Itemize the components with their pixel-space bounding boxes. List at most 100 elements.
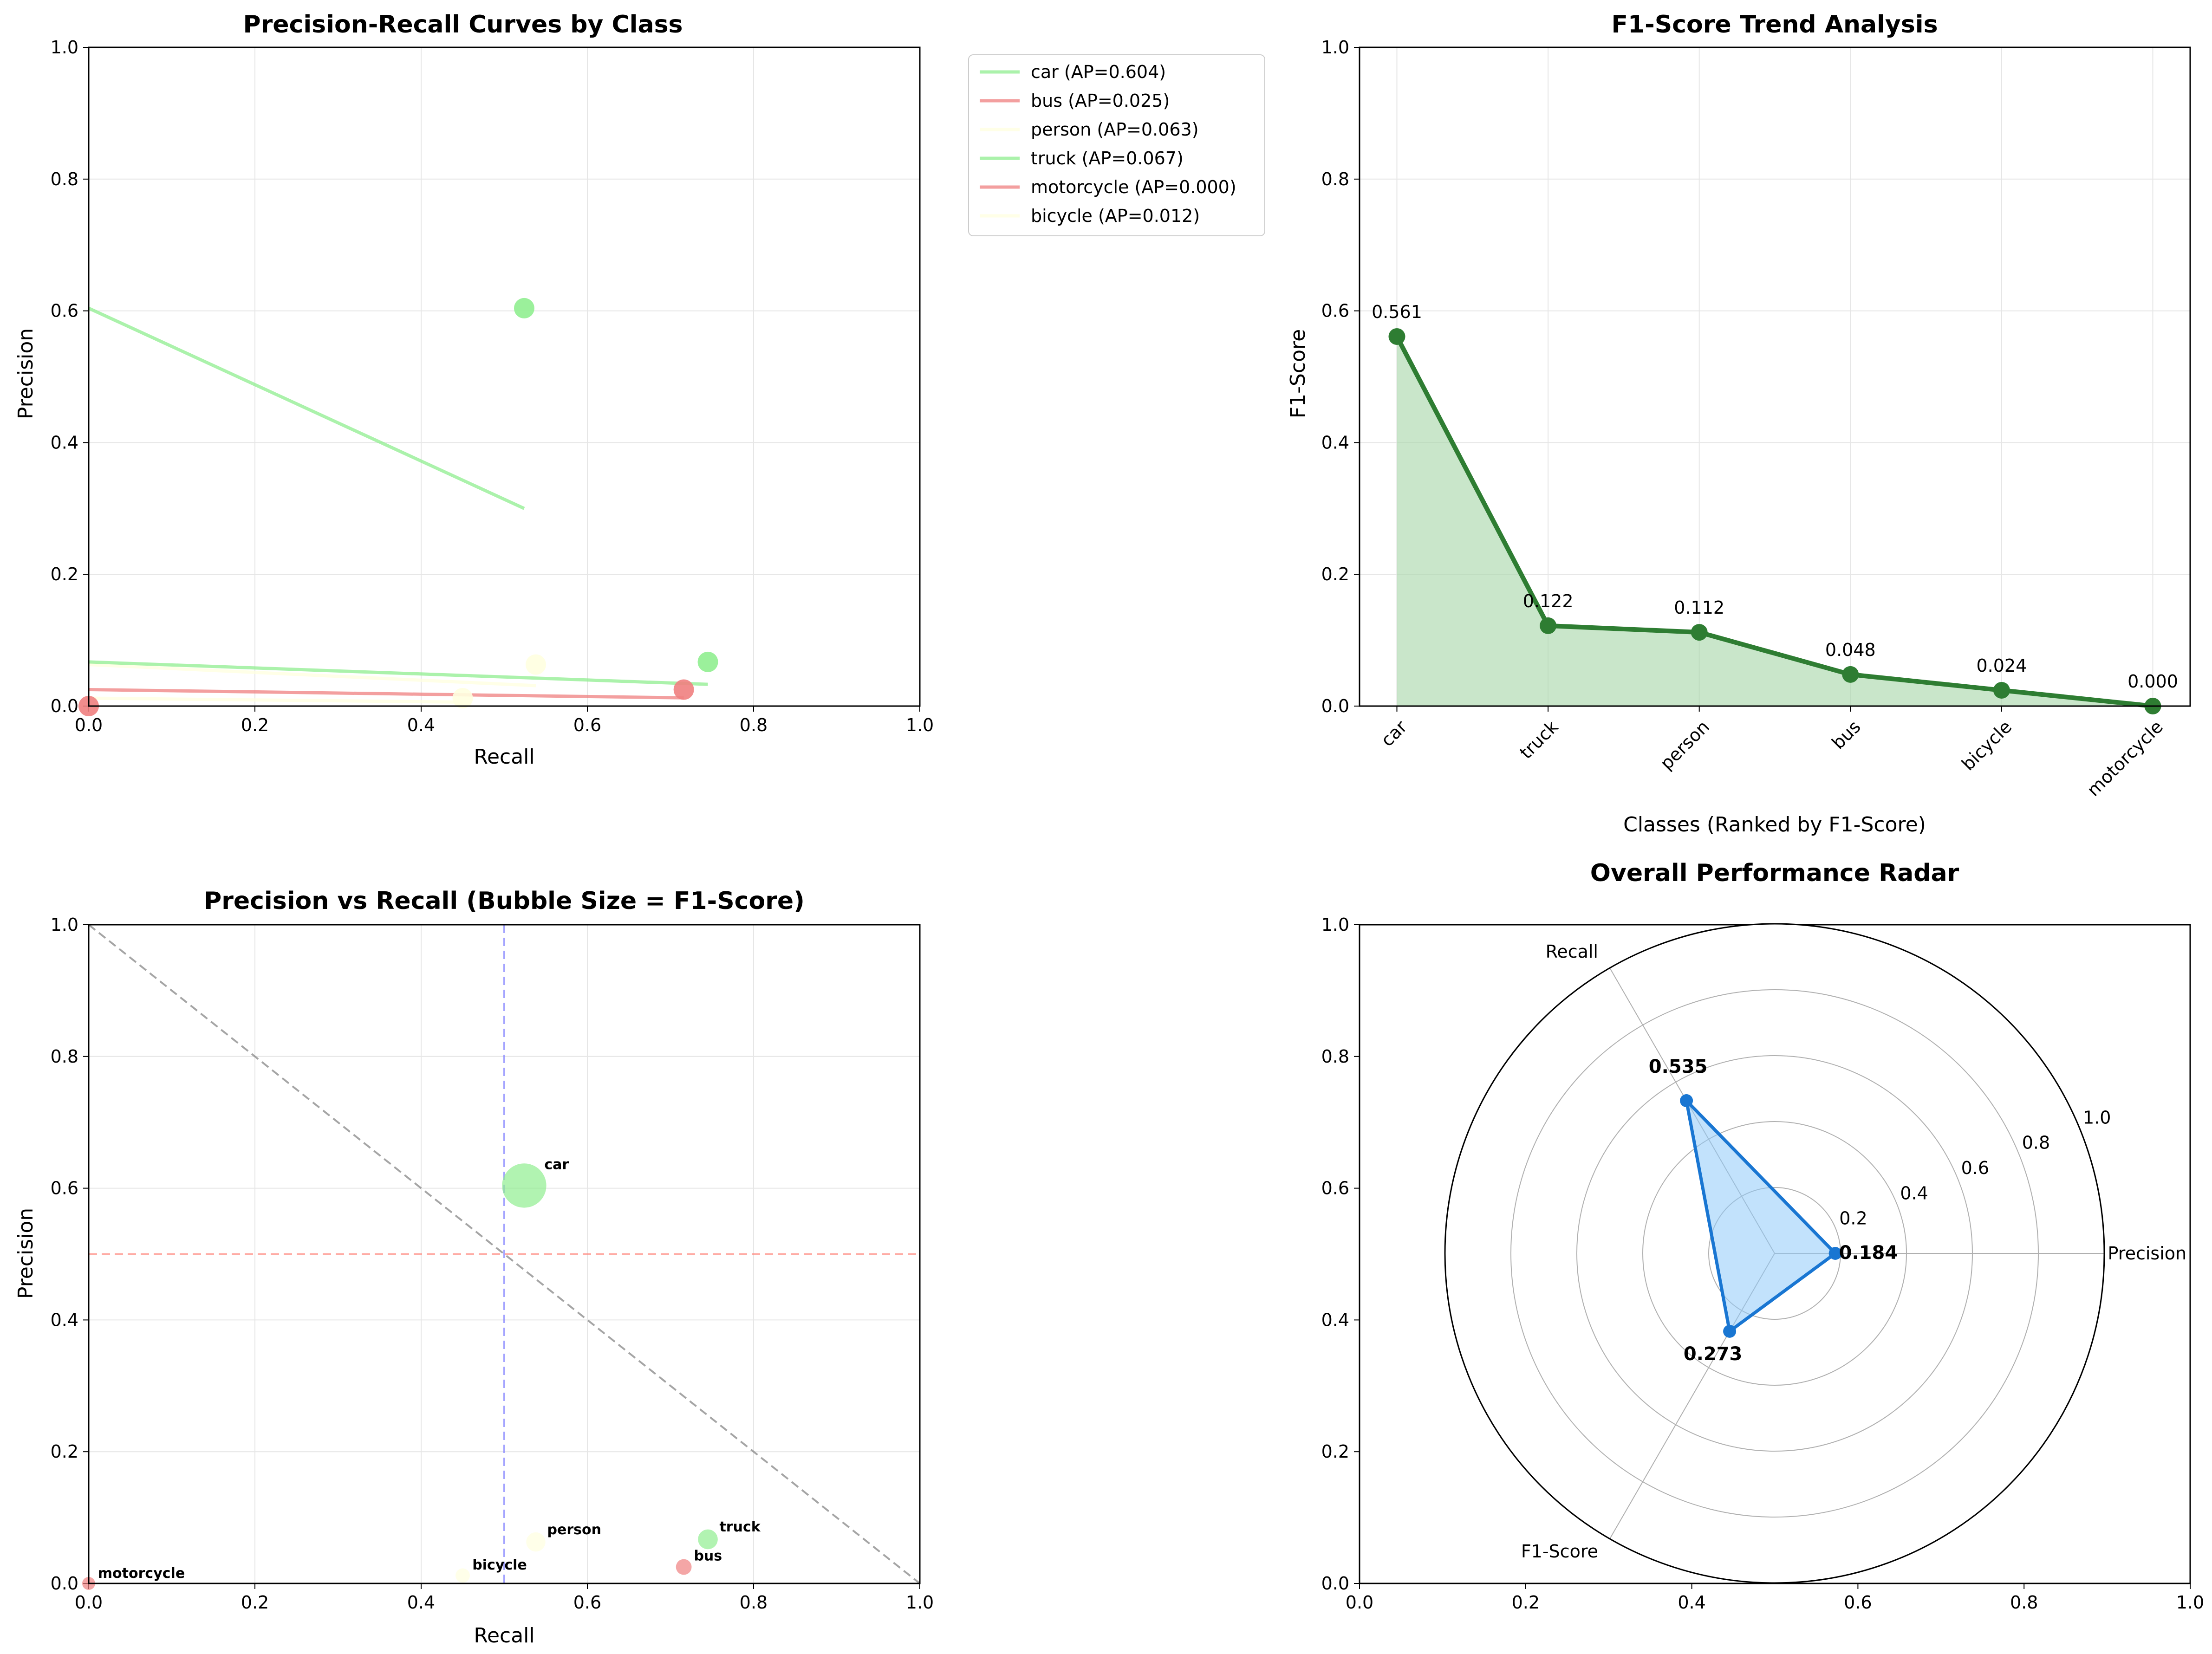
pr-curves-ylabel: Precision xyxy=(14,328,38,419)
f1-trend-value-label: 0.122 xyxy=(1523,591,1574,611)
radar-bg-x-tick-label: 0.8 xyxy=(2010,1592,2038,1613)
f1-trend-title: F1-Score Trend Analysis xyxy=(1611,11,1938,39)
f1-trend-y-tick-label: 0.8 xyxy=(1321,169,1349,189)
bubble-truck xyxy=(698,1529,718,1550)
radar-bg-x-tick-label: 0.2 xyxy=(1512,1592,1540,1613)
radar-bg-y-tick-label: 0.8 xyxy=(1321,1046,1349,1067)
radar-ring-label: 0.4 xyxy=(1900,1183,1928,1203)
f1-trend-point xyxy=(1540,617,1557,634)
radar-axis-label: Precision xyxy=(2108,1243,2187,1264)
bubble-label-truck: truck xyxy=(719,1519,761,1535)
radar-bg-y-tick-label: 0.6 xyxy=(1321,1178,1349,1199)
bubble-bus xyxy=(676,1559,692,1575)
bubble-scatter-y-tick-label: 0.0 xyxy=(51,1573,78,1594)
reference-line-diagonal xyxy=(88,924,921,1584)
pr-operating-point xyxy=(697,651,718,672)
legend-entry-label: person (AP=0.063) xyxy=(1031,119,1199,140)
bubble-scatter-x-tick-label: 1.0 xyxy=(906,1592,934,1613)
f1-trend-y-tick-label: 1.0 xyxy=(1321,37,1349,58)
f1-trend-value-label: 0.561 xyxy=(1372,302,1422,322)
radar-value-label: 0.273 xyxy=(1684,1343,1743,1365)
pr-curve-line xyxy=(88,306,525,510)
legend-entry-label: truck (AP=0.067) xyxy=(1031,148,1184,169)
radar-area xyxy=(1686,1101,1835,1331)
pr-curves-y-tick-label: 1.0 xyxy=(51,37,78,58)
pr-curve-line xyxy=(88,696,463,704)
radar-panel: Overall Performance Radar 0.0 0.2 0.4 0.6 0.… xyxy=(1321,859,2205,1613)
radar-bg-y-tick-label: 1.0 xyxy=(1321,915,1349,935)
f1-trend-point xyxy=(1691,624,1708,641)
bubble-label-person: person xyxy=(547,1522,601,1538)
pr-curves-title: Precision-Recall Curves by Class xyxy=(243,11,683,39)
pr-operating-point xyxy=(673,679,694,700)
f1-trend-y-tick-label: 0.4 xyxy=(1321,432,1349,453)
pr-curve-line xyxy=(88,688,684,700)
pr-operating-point xyxy=(526,654,546,675)
radar-bg-x-tick-label: 0.6 xyxy=(1844,1592,1872,1613)
f1-trend-line xyxy=(1395,335,2153,708)
pr-curves-x-tick-label: 0.2 xyxy=(241,715,269,735)
pr-curves-y-tick-label: 0.0 xyxy=(51,696,78,716)
f1-trend-y-tick-label: 0.2 xyxy=(1321,564,1349,584)
legend-frame xyxy=(968,54,1265,236)
radar-value-label: 0.184 xyxy=(1839,1242,1898,1264)
radar-axis-label: F1-Score xyxy=(1521,1541,1598,1562)
pr-curves-x-tick-label: 0.4 xyxy=(407,715,435,735)
bubble-scatter-x-tick-label: 0.2 xyxy=(241,1592,269,1613)
f1-trend-ylabel: F1-Score xyxy=(1286,329,1310,418)
bubble-scatter-x-tick-label: 0.0 xyxy=(75,1592,103,1613)
bubble-scatter-y-tick-label: 0.4 xyxy=(51,1310,78,1330)
f1-trend-point xyxy=(1842,666,1859,683)
bubble-label-bus: bus xyxy=(694,1548,722,1564)
bubble-scatter-panel: Precision vs Recall (Bubble Size = F1-Sc… xyxy=(14,887,934,1648)
radar-title: Overall Performance Radar xyxy=(1590,859,1959,887)
bubble-person xyxy=(526,1532,546,1552)
radar-point xyxy=(1723,1324,1737,1338)
radar-point xyxy=(1680,1094,1693,1108)
bubble-label-motorcycle: motorcycle xyxy=(98,1565,185,1582)
radar-ring-label: 0.6 xyxy=(1961,1158,1989,1178)
f1-trend-value-label: 0.112 xyxy=(1674,597,1724,618)
legend-entry-label: motorcycle (AP=0.000) xyxy=(1031,177,1236,197)
bubble-scatter-x-tick-label: 0.4 xyxy=(407,1592,435,1613)
f1-trend-y-tick-label: 0.0 xyxy=(1321,696,1349,716)
bubble-scatter-y-tick-label: 0.8 xyxy=(51,1046,78,1067)
f1-trend-value-label: 0.048 xyxy=(1825,640,1876,660)
radar-outline xyxy=(1685,1099,1837,1333)
bubble-scatter-x-tick-label: 0.8 xyxy=(740,1592,768,1613)
radar-bg-x-tick-label: 0.4 xyxy=(1678,1592,1705,1613)
bubble-bicycle xyxy=(455,1568,470,1583)
bubble-scatter-xlabel: Recall xyxy=(474,1624,534,1648)
f1-trend-value-label: 0.024 xyxy=(1976,655,2027,676)
radar-bg-x-tick-label: 0.0 xyxy=(1346,1592,1373,1613)
pr-curves-x-tick-label: 0.8 xyxy=(740,715,768,735)
pr-operating-point xyxy=(452,688,473,708)
pr-curves-x-tick-label: 1.0 xyxy=(906,715,934,735)
radar-bg-y-tick-label: 0.2 xyxy=(1321,1441,1349,1462)
radar-axis-label: Recall xyxy=(1546,941,1598,962)
legend-entry-label: bus (AP=0.025) xyxy=(1031,91,1170,111)
pr-curve-line xyxy=(88,660,708,686)
pr-curves-plot-frame xyxy=(88,46,921,707)
pr-curves-y-tick-label: 0.6 xyxy=(51,301,78,321)
pr-operating-point xyxy=(514,298,534,318)
bubble-scatter-y-tick-label: 0.2 xyxy=(51,1441,78,1462)
radar-ring-label: 0.8 xyxy=(2022,1133,2050,1153)
radar-ring-label: 0.2 xyxy=(1839,1208,1867,1229)
pr-curves-x-tick-label: 0.6 xyxy=(573,715,601,735)
bubble-car xyxy=(502,1163,546,1208)
f1-trend-y-tick-label: 0.6 xyxy=(1321,301,1349,321)
radar-bg-y-tick-label: 0.0 xyxy=(1321,1573,1349,1594)
f1-trend-point xyxy=(1388,328,1405,345)
pr-curve-line xyxy=(88,663,536,688)
radar-bg-y-tick-label: 0.4 xyxy=(1321,1310,1349,1330)
f1-trend-xlabel: Classes (Ranked by F1-Score) xyxy=(1623,813,1926,837)
bubble-label-bicycle: bicycle xyxy=(472,1557,527,1573)
pr-curves-y-tick-label: 0.2 xyxy=(51,564,78,584)
radar-ring-label: 1.0 xyxy=(2083,1107,2111,1128)
pr-curves-legend: car (AP=0.604) bus (AP=0.025) person (AP=0… xyxy=(968,54,1265,236)
f1-trend-plot-frame xyxy=(1359,46,2191,707)
bubble-scatter-ylabel: Precision xyxy=(14,1208,38,1299)
legend-entry-label: bicycle (AP=0.012) xyxy=(1031,206,1200,226)
